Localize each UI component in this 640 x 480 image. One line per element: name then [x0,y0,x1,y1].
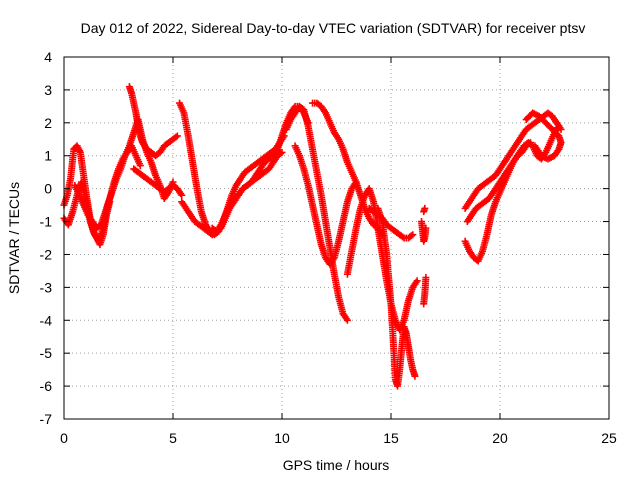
data-point [409,231,417,239]
y-ticks: 4 3 2 1 0 -1 -2 -3 -4 -5 -6 -7 [40,49,609,427]
y-axis-title: SDTVAR / TECUs [6,182,22,294]
y-tick-label: 4 [44,49,52,65]
data-point [278,148,286,156]
data-point [547,153,555,161]
data-point [422,273,430,281]
y-tick-label: -3 [40,279,53,295]
data-point [411,372,419,380]
x-tick-label: 15 [383,430,399,446]
x-tick-label: 0 [60,430,68,446]
data-point [173,132,181,140]
series-j [291,142,360,268]
y-tick-label: -6 [40,378,53,394]
y-tick-label: -7 [40,411,53,427]
series-i [282,102,351,324]
x-ticks: 0 5 10 15 20 25 [60,57,617,446]
series-n [365,204,417,242]
data-point [343,316,351,324]
series-u [522,109,565,163]
data-point [136,162,144,170]
series-l [343,185,421,334]
x-tick-label: 20 [492,430,508,446]
series-q [420,204,429,216]
data-point [178,191,186,199]
y-tick-label: -1 [40,214,53,230]
plot-frame [63,56,610,420]
x-tick-label: 5 [169,430,177,446]
x-tick-label: 25 [601,430,617,446]
data-point [277,150,285,158]
y-tick-label: -5 [40,345,53,361]
x-axis-title: GPS time / hours [283,457,390,473]
data-point [407,232,415,240]
series-d [125,83,181,160]
x-tick-label: 10 [274,430,290,446]
y-tick-label: 2 [44,115,52,131]
data-point [422,224,430,232]
series-t [463,122,563,226]
data-point [172,133,180,141]
series-a [60,116,177,245]
data-point [531,142,539,150]
y-tick-label: 3 [44,82,52,98]
marks [60,83,565,390]
series-b [60,142,114,249]
series-e [130,165,186,199]
series-o [418,218,430,245]
chart-title: Day 012 of 2022, Sidereal Day-to-day VTE… [81,20,586,36]
data-point [421,204,429,212]
y-tick-label: -4 [40,312,53,328]
y-tick-label: 0 [44,181,52,197]
y-tick-label: 1 [44,148,52,164]
data-point [555,122,563,130]
data-point [399,233,407,241]
y-tick-label: -2 [40,246,53,262]
series-p [420,273,430,308]
series-m [374,204,419,390]
series-c [71,142,144,232]
data-point [413,277,421,285]
